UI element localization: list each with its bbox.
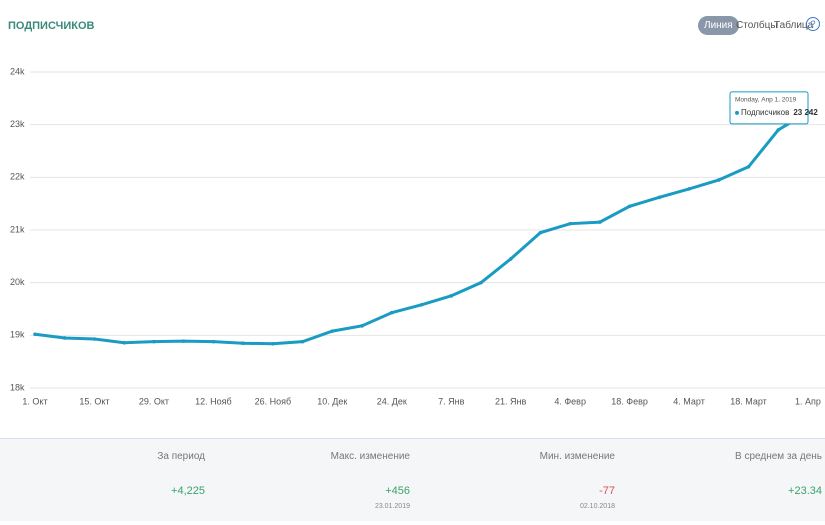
x-tick-label: 7. Янв [438,396,464,406]
series-name: Подписчиков [741,108,789,117]
point [360,324,364,328]
x-tick-label: 4. Март [673,396,705,406]
x-tick-label: 29. Окт [139,396,169,406]
stat-date: 23.01.2019 [374,503,410,510]
point [717,178,721,182]
x-tick-label: 4. Февр [554,396,586,406]
stat-date: 02.10.2018 [579,503,615,510]
x-tick-label: 1. Окт [22,396,47,406]
stat-header: Мин. изменение [539,451,615,462]
point [627,204,632,209]
x-tick-label: 18. Февр [611,396,648,406]
point [508,257,513,261]
stats: За период +4,225 Макс. изменение +456 23.01.… [0,438,825,521]
point [211,339,216,344]
point [62,336,67,340]
stat-header: Макс. изменение [330,451,410,462]
point [152,339,156,344]
stat-value: +4,225 [171,485,205,497]
point [271,341,275,346]
line [34,110,809,346]
y-tick-label: 24k [10,66,25,76]
stat-value: +23.34 [788,485,822,497]
tab[interactable]: Линия [698,16,739,35]
y-tick-label: 23k [10,119,25,129]
tooltip-dot [735,110,739,115]
x-tick-label: 1. Апр [795,396,821,406]
stat-header: За период [157,451,205,462]
tab[interactable]: Таблица [774,20,814,31]
point [479,280,483,285]
y-tick-label: 18k [10,382,25,392]
tooltip [729,91,809,125]
y-tick-label: 20k [10,277,25,287]
x-tick-label: 10. Дек [317,396,347,406]
stat-value: -77 [599,485,615,497]
y-tick-label: 21k [10,224,25,234]
point [449,294,454,298]
x-tick-label: 26. Нояб [255,396,292,406]
point [92,337,97,341]
point [300,339,305,344]
x-tick-label: 24. Дек [377,396,407,406]
point [598,220,602,224]
point [776,128,781,132]
tooltip-date: Monday, Апр 1, 2019 [735,97,797,104]
point [568,221,572,226]
point [538,230,543,235]
stat-value: +456 [385,485,410,497]
y-tick-label: 19k [10,330,25,340]
chart: 18k 19k 20k 21k 22k 23k 24k 1. Окт 15. Окт 29. Ок… [10,66,825,406]
point [687,187,691,191]
tooltip-text: Подписчиков 23 242 [741,108,818,117]
x-tick-label: 18. Март [730,396,767,406]
point [122,340,126,345]
point [330,329,335,333]
point [419,302,424,307]
tab[interactable]: Столбцы [736,20,778,31]
point [389,310,394,315]
stat-header: В среднем за день [735,451,822,462]
y-tick-label: 22k [10,172,25,182]
point [657,195,662,200]
x-tick-label: 12. Нояб [195,396,232,406]
tooltip-value: 23 242 [793,108,818,117]
help[interactable]: ? [806,17,820,31]
point [746,165,751,169]
point [241,341,245,346]
x-tick-label: 21. Янв [495,396,526,406]
point [33,332,37,337]
point [181,339,186,343]
title: ПОДПИСЧИКОВ [8,20,95,32]
x-tick-label: 15. Окт [79,396,109,406]
